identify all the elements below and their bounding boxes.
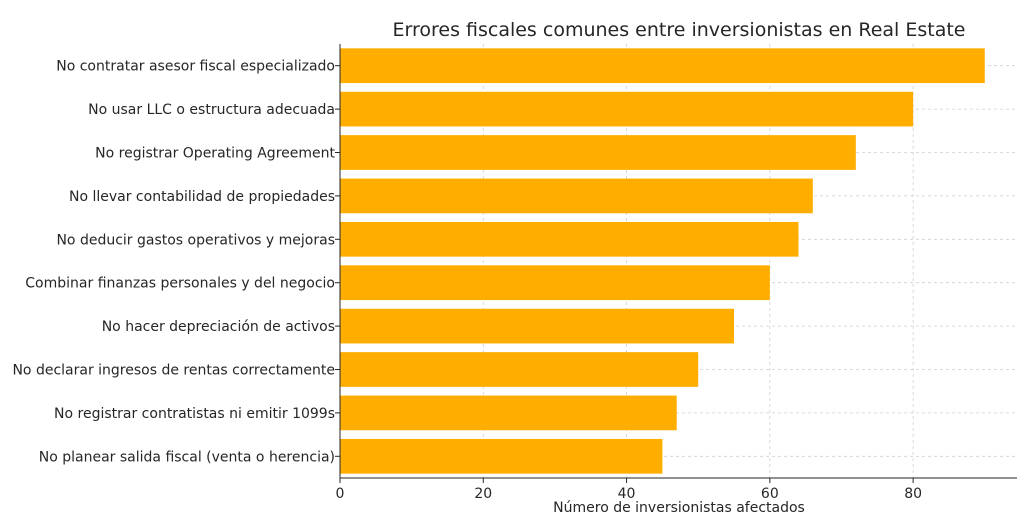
- chart-title: Errores fiscales comunes entre inversion…: [392, 19, 965, 41]
- bar: [340, 265, 770, 301]
- bar: [340, 352, 699, 387]
- category-label: No contratar asesor fiscal especializado: [56, 59, 335, 75]
- category-labels: No contratar asesor fiscal especializado…: [12, 59, 340, 465]
- bar: [340, 48, 985, 84]
- category-label: No planear salida fiscal (venta o herenc…: [39, 449, 335, 465]
- x-tick-label: 80: [904, 486, 922, 502]
- x-ticks: 0 20 40 60 80: [336, 478, 922, 502]
- x-tick-label: 20: [474, 486, 492, 502]
- category-label: No deducir gastos operativos y mejoras: [56, 232, 335, 248]
- category-label: No declarar ingresos de rentas correctam…: [12, 363, 335, 379]
- bar: [340, 178, 813, 214]
- bar: [340, 395, 677, 431]
- category-label: No usar LLC o estructura adecuada: [88, 102, 335, 118]
- x-tick-label: 40: [618, 486, 636, 502]
- category-label: Combinar finanzas personales y del negoc…: [25, 276, 335, 292]
- category-label: No registrar Operating Agreement: [95, 146, 335, 162]
- bar: [340, 135, 856, 170]
- bar: [340, 438, 663, 474]
- bars: [340, 48, 985, 474]
- bar: [340, 308, 735, 344]
- category-label: No llevar contabilidad de propiedades: [69, 189, 335, 205]
- bar: [340, 221, 799, 257]
- category-label: No registrar contratistas ni emitir 1099…: [54, 406, 335, 422]
- bar: [340, 91, 914, 127]
- x-tick-label: 0: [336, 486, 345, 502]
- x-tick-label: 60: [761, 486, 779, 502]
- x-axis-label: Número de inversionistas afectados: [553, 500, 805, 516]
- category-label: No hacer depreciación de activos: [102, 319, 335, 335]
